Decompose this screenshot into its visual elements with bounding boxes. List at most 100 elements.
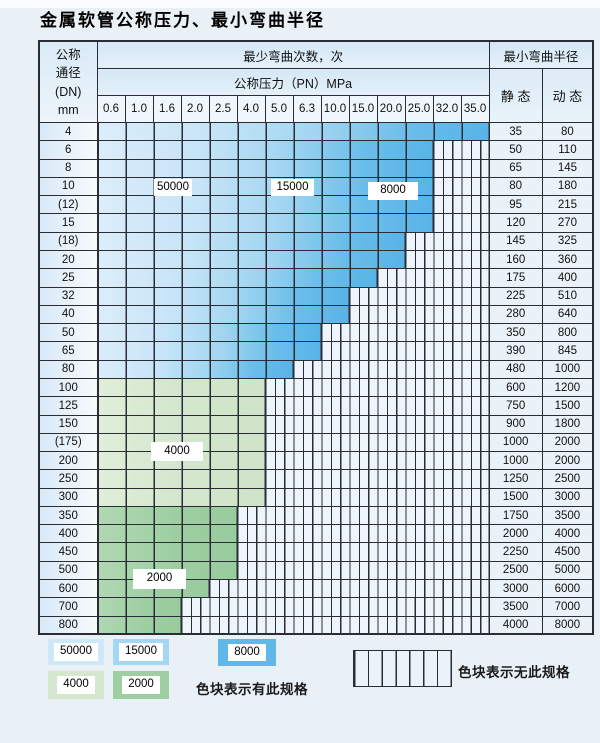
table-row: 100 600 1200 bbox=[38, 377, 594, 398]
dn-cell: 4 bbox=[38, 121, 98, 142]
dn-cell: 350 bbox=[38, 505, 98, 526]
dn-cell: 32 bbox=[38, 286, 98, 306]
table-row: 150 900 1800 bbox=[38, 414, 594, 434]
dynamic-radius-cell: 640 bbox=[541, 304, 594, 325]
dynamic-radius-cell: 270 bbox=[541, 213, 594, 233]
no-spec-cells bbox=[264, 487, 490, 507]
no-spec-cells bbox=[432, 213, 490, 233]
legend-swatch-15000: 15000 bbox=[113, 639, 169, 665]
spec-available-cells bbox=[96, 377, 266, 398]
dn-cell: 450 bbox=[38, 542, 98, 562]
no-spec-cells bbox=[264, 396, 490, 416]
pressure-col-header: 2.0 bbox=[180, 95, 210, 123]
static-radius-cell: 280 bbox=[488, 304, 543, 325]
dn-header-line: (DN) bbox=[55, 84, 82, 99]
spec-available-cells bbox=[96, 505, 238, 526]
no-spec-cells bbox=[432, 176, 490, 197]
spec-available-cells bbox=[96, 341, 322, 361]
dynamic-radius-cell: 4000 bbox=[541, 524, 594, 544]
no-spec-cells bbox=[236, 524, 490, 544]
no-spec-cells bbox=[236, 560, 490, 581]
dynamic-radius-cell: 7000 bbox=[541, 597, 594, 617]
dn-cell: 800 bbox=[38, 615, 98, 635]
dn-cell: 500 bbox=[38, 560, 98, 581]
table-row: 32 225 510 bbox=[38, 286, 594, 306]
pressure-col-header: 20.0 bbox=[376, 95, 406, 123]
spec-available-cells bbox=[96, 213, 434, 233]
static-radius-cell: 480 bbox=[488, 359, 543, 379]
dn-column-header: 公称 通径 (DN) mm bbox=[38, 40, 98, 123]
dn-cell: 15 bbox=[38, 213, 98, 233]
table-row: 10 80 180 bbox=[38, 176, 594, 197]
dn-cell: (18) bbox=[38, 231, 98, 251]
no-spec-cells bbox=[180, 615, 490, 635]
pressure-col-header: 1.6 bbox=[152, 95, 182, 123]
dynamic-radius-cell: 3000 bbox=[541, 487, 594, 507]
pressure-col-header: 10.0 bbox=[320, 95, 350, 123]
spec-available-cells bbox=[96, 304, 350, 325]
legend-swatch-label: 50000 bbox=[54, 643, 98, 661]
table-row: 500 2500 5000 bbox=[38, 560, 594, 581]
spec-available-cells bbox=[96, 469, 266, 489]
no-spec-cells bbox=[376, 268, 490, 288]
no-spec-cells bbox=[404, 249, 490, 270]
spec-available-cells bbox=[96, 615, 182, 635]
dn-cell: 20 bbox=[38, 249, 98, 270]
cycle-count-label-4000: 4000 bbox=[151, 442, 203, 461]
table-row: 450 2250 4500 bbox=[38, 542, 594, 562]
dn-cell: (12) bbox=[38, 195, 98, 215]
no-spec-cells bbox=[432, 140, 490, 160]
legend-swatch-label: 15000 bbox=[119, 643, 163, 661]
spec-available-cells bbox=[96, 121, 490, 142]
legend-swatch-8000: 8000 bbox=[218, 639, 276, 666]
dn-cell: 40 bbox=[38, 304, 98, 325]
static-radius-cell: 1500 bbox=[488, 487, 543, 507]
dynamic-column-header: 动 态 bbox=[541, 68, 594, 123]
no-spec-cells bbox=[236, 505, 490, 526]
spec-available-cells bbox=[96, 359, 294, 379]
dynamic-radius-cell: 360 bbox=[541, 249, 594, 270]
dynamic-radius-cell: 215 bbox=[541, 195, 594, 215]
legend-swatch-50000: 50000 bbox=[48, 639, 104, 665]
static-radius-cell: 4000 bbox=[488, 615, 543, 635]
no-spec-cells bbox=[208, 579, 490, 599]
dn-cell: 50 bbox=[38, 323, 98, 343]
table-row: 15 120 270 bbox=[38, 213, 594, 233]
cycles-header: 最少弯曲次数，次 bbox=[96, 40, 490, 69]
dynamic-radius-cell: 80 bbox=[541, 121, 594, 142]
dynamic-radius-cell: 5000 bbox=[541, 560, 594, 581]
dynamic-radius-cell: 3500 bbox=[541, 505, 594, 526]
table-row: 40 280 640 bbox=[38, 304, 594, 325]
dn-cell: 80 bbox=[38, 359, 98, 379]
pressure-col-header: 15.0 bbox=[348, 95, 378, 123]
table-row: 8 65 145 bbox=[38, 158, 594, 178]
dn-cell: 250 bbox=[38, 469, 98, 489]
spec-available-cells bbox=[96, 286, 350, 306]
dynamic-radius-cell: 2000 bbox=[541, 432, 594, 453]
static-radius-cell: 35 bbox=[488, 121, 543, 142]
dynamic-radius-cell: 510 bbox=[541, 286, 594, 306]
dynamic-radius-cell: 325 bbox=[541, 231, 594, 251]
static-radius-cell: 160 bbox=[488, 249, 543, 270]
dn-header-line: 通径 bbox=[55, 66, 81, 80]
dn-cell: 8 bbox=[38, 158, 98, 178]
pressure-col-header: 2.5 bbox=[208, 95, 238, 123]
no-spec-cells bbox=[264, 414, 490, 434]
spec-available-cells bbox=[96, 396, 266, 416]
table-row: 20 160 360 bbox=[38, 249, 594, 270]
static-radius-cell: 120 bbox=[488, 213, 543, 233]
pressure-col-header: 32.0 bbox=[432, 95, 462, 123]
pressure-col-header: 0.6 bbox=[96, 95, 126, 123]
table-row: 800 4000 8000 bbox=[38, 615, 594, 635]
table-row: 700 3500 7000 bbox=[38, 597, 594, 617]
spec-table: 公称 通径 (DN) mm 最少弯曲次数，次 最小弯曲半径 公称压力（PN）MP… bbox=[38, 40, 595, 636]
dn-cell: 125 bbox=[38, 396, 98, 416]
static-radius-cell: 175 bbox=[488, 268, 543, 288]
dn-cell: 10 bbox=[38, 176, 98, 197]
dynamic-radius-cell: 145 bbox=[541, 158, 594, 178]
dynamic-radius-cell: 1000 bbox=[541, 359, 594, 379]
pressure-col-header: 5.0 bbox=[264, 95, 294, 123]
legend-no-spec-text: 色块表示无此规格 bbox=[458, 665, 570, 680]
table-row: 350 1750 3500 bbox=[38, 505, 594, 526]
dn-cell: 600 bbox=[38, 579, 98, 599]
